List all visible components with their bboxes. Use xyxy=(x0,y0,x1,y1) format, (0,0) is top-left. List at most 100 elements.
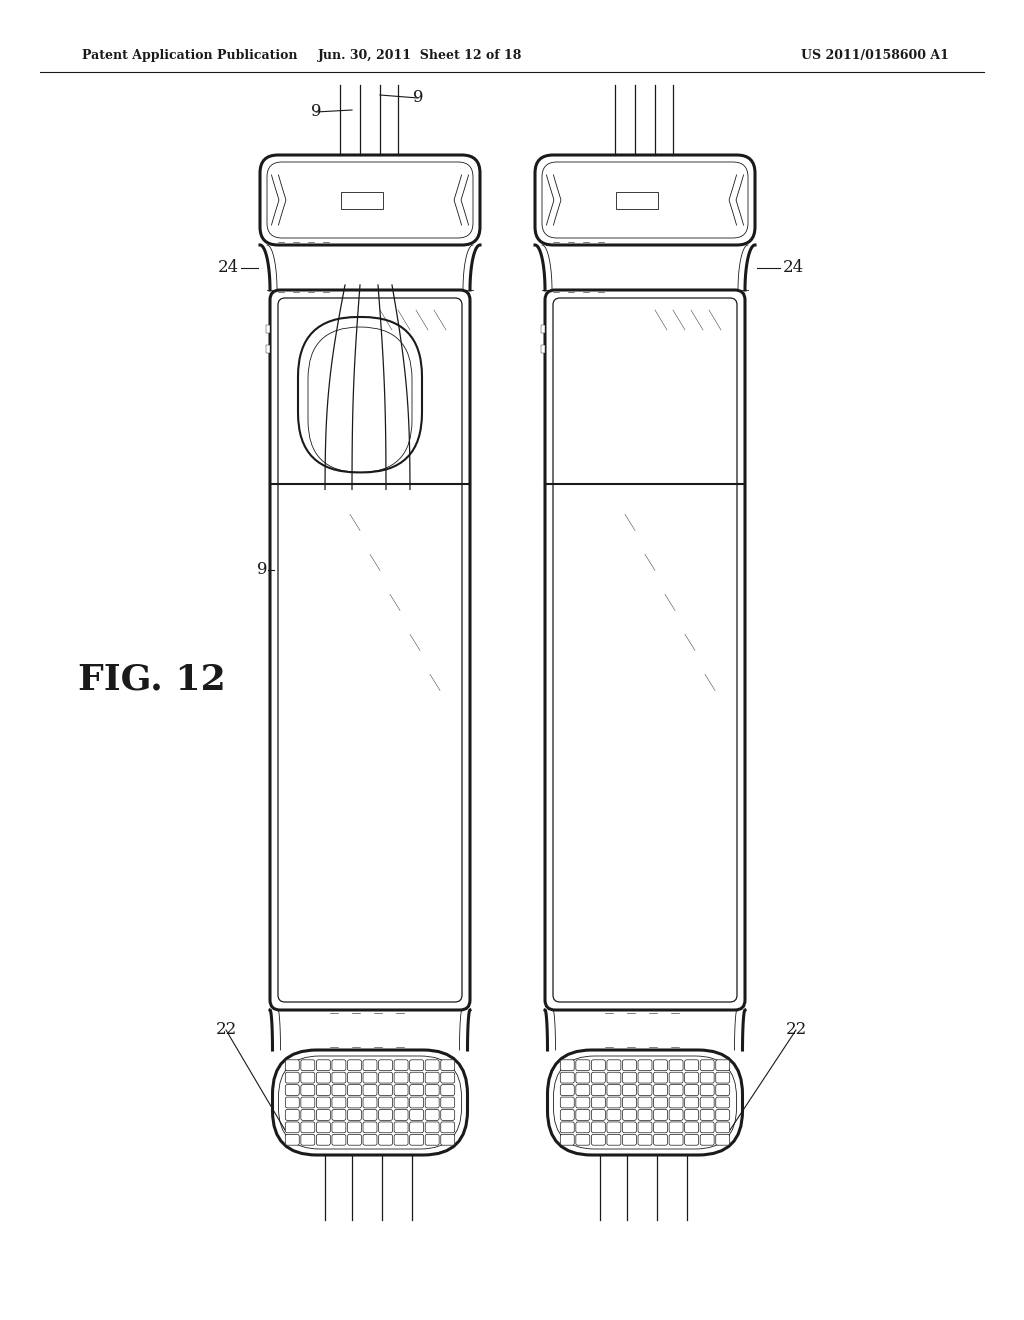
FancyBboxPatch shape xyxy=(379,1122,392,1133)
FancyBboxPatch shape xyxy=(638,1134,652,1146)
Text: FIG. 12: FIG. 12 xyxy=(78,663,226,697)
FancyBboxPatch shape xyxy=(332,1110,346,1121)
FancyBboxPatch shape xyxy=(379,1134,392,1146)
FancyBboxPatch shape xyxy=(700,1085,714,1096)
FancyBboxPatch shape xyxy=(286,1072,299,1082)
FancyBboxPatch shape xyxy=(607,1110,621,1121)
FancyBboxPatch shape xyxy=(410,1060,424,1071)
FancyBboxPatch shape xyxy=(716,1085,730,1096)
FancyBboxPatch shape xyxy=(440,1134,455,1146)
FancyBboxPatch shape xyxy=(653,1097,668,1107)
FancyBboxPatch shape xyxy=(425,1060,439,1071)
FancyBboxPatch shape xyxy=(623,1085,637,1096)
FancyBboxPatch shape xyxy=(623,1134,637,1146)
FancyBboxPatch shape xyxy=(301,1085,314,1096)
FancyBboxPatch shape xyxy=(560,1122,574,1133)
FancyBboxPatch shape xyxy=(286,1097,299,1107)
FancyBboxPatch shape xyxy=(560,1134,574,1146)
FancyBboxPatch shape xyxy=(379,1072,392,1082)
FancyBboxPatch shape xyxy=(316,1134,331,1146)
Text: Patent Application Publication: Patent Application Publication xyxy=(82,49,298,62)
FancyBboxPatch shape xyxy=(332,1097,346,1107)
FancyBboxPatch shape xyxy=(575,1110,590,1121)
Bar xyxy=(266,325,270,333)
FancyBboxPatch shape xyxy=(716,1134,730,1146)
FancyBboxPatch shape xyxy=(440,1060,455,1071)
FancyBboxPatch shape xyxy=(364,1097,377,1107)
FancyBboxPatch shape xyxy=(623,1072,637,1082)
FancyBboxPatch shape xyxy=(592,1122,605,1133)
FancyBboxPatch shape xyxy=(425,1110,439,1121)
Text: 9: 9 xyxy=(257,561,267,578)
FancyBboxPatch shape xyxy=(700,1060,714,1071)
FancyBboxPatch shape xyxy=(638,1060,652,1071)
FancyBboxPatch shape xyxy=(301,1110,314,1121)
FancyBboxPatch shape xyxy=(685,1072,698,1082)
FancyBboxPatch shape xyxy=(560,1060,574,1071)
Bar xyxy=(341,191,383,209)
FancyBboxPatch shape xyxy=(394,1072,408,1082)
FancyBboxPatch shape xyxy=(316,1060,331,1071)
FancyBboxPatch shape xyxy=(623,1060,637,1071)
FancyBboxPatch shape xyxy=(440,1122,455,1133)
FancyBboxPatch shape xyxy=(685,1110,698,1121)
FancyBboxPatch shape xyxy=(425,1134,439,1146)
FancyBboxPatch shape xyxy=(347,1134,361,1146)
FancyBboxPatch shape xyxy=(623,1097,637,1107)
FancyBboxPatch shape xyxy=(347,1122,361,1133)
FancyBboxPatch shape xyxy=(364,1134,377,1146)
FancyBboxPatch shape xyxy=(425,1072,439,1082)
FancyBboxPatch shape xyxy=(716,1072,730,1082)
Text: US 2011/0158600 A1: US 2011/0158600 A1 xyxy=(801,49,949,62)
FancyBboxPatch shape xyxy=(301,1134,314,1146)
FancyBboxPatch shape xyxy=(560,1072,574,1082)
FancyBboxPatch shape xyxy=(653,1110,668,1121)
FancyBboxPatch shape xyxy=(316,1072,331,1082)
FancyBboxPatch shape xyxy=(607,1097,621,1107)
Bar xyxy=(541,325,545,333)
FancyBboxPatch shape xyxy=(394,1122,408,1133)
FancyBboxPatch shape xyxy=(347,1110,361,1121)
FancyBboxPatch shape xyxy=(575,1097,590,1107)
FancyBboxPatch shape xyxy=(638,1110,652,1121)
FancyBboxPatch shape xyxy=(623,1122,637,1133)
FancyBboxPatch shape xyxy=(425,1085,439,1096)
FancyBboxPatch shape xyxy=(575,1085,590,1096)
FancyBboxPatch shape xyxy=(548,1049,742,1155)
FancyBboxPatch shape xyxy=(700,1072,714,1082)
FancyBboxPatch shape xyxy=(669,1134,683,1146)
FancyBboxPatch shape xyxy=(716,1097,730,1107)
FancyBboxPatch shape xyxy=(560,1085,574,1096)
FancyBboxPatch shape xyxy=(286,1060,299,1071)
Text: 22: 22 xyxy=(785,1022,807,1039)
FancyBboxPatch shape xyxy=(575,1060,590,1071)
FancyBboxPatch shape xyxy=(575,1134,590,1146)
FancyBboxPatch shape xyxy=(653,1122,668,1133)
FancyBboxPatch shape xyxy=(410,1072,424,1082)
FancyBboxPatch shape xyxy=(270,290,470,1010)
FancyBboxPatch shape xyxy=(286,1122,299,1133)
FancyBboxPatch shape xyxy=(623,1110,637,1121)
FancyBboxPatch shape xyxy=(653,1134,668,1146)
FancyBboxPatch shape xyxy=(394,1060,408,1071)
Text: 22: 22 xyxy=(215,1022,237,1039)
FancyBboxPatch shape xyxy=(394,1110,408,1121)
FancyBboxPatch shape xyxy=(332,1134,346,1146)
FancyBboxPatch shape xyxy=(592,1085,605,1096)
FancyBboxPatch shape xyxy=(364,1085,377,1096)
FancyBboxPatch shape xyxy=(301,1060,314,1071)
FancyBboxPatch shape xyxy=(653,1072,668,1082)
Text: 24: 24 xyxy=(217,260,239,276)
FancyBboxPatch shape xyxy=(286,1085,299,1096)
FancyBboxPatch shape xyxy=(286,1134,299,1146)
FancyBboxPatch shape xyxy=(364,1060,377,1071)
FancyBboxPatch shape xyxy=(685,1085,698,1096)
FancyBboxPatch shape xyxy=(364,1122,377,1133)
FancyBboxPatch shape xyxy=(440,1072,455,1082)
FancyBboxPatch shape xyxy=(394,1134,408,1146)
FancyBboxPatch shape xyxy=(575,1122,590,1133)
FancyBboxPatch shape xyxy=(364,1072,377,1082)
FancyBboxPatch shape xyxy=(669,1110,683,1121)
FancyBboxPatch shape xyxy=(638,1072,652,1082)
FancyBboxPatch shape xyxy=(347,1097,361,1107)
